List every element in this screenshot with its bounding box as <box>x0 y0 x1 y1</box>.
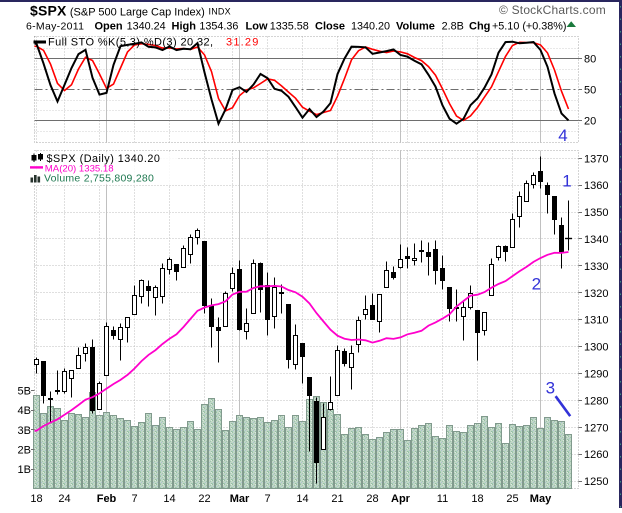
svg-text:7: 7 <box>264 493 270 505</box>
svg-text:4B: 4B <box>18 405 31 417</box>
svg-text:Full STO %K(5,3) %D(3) 20.32,: Full STO %K(5,3) %D(3) 20.32, 31.29 <box>48 37 260 49</box>
svg-text:20: 20 <box>584 116 596 128</box>
svg-text:3B: 3B <box>18 425 31 437</box>
svg-text:1290: 1290 <box>584 369 608 381</box>
svg-text:18: 18 <box>471 493 483 505</box>
svg-text:1320: 1320 <box>584 288 608 300</box>
svg-text:(S&P 500 Large Cap Index): (S&P 500 Large Cap Index) <box>70 6 205 18</box>
svg-text:Feb: Feb <box>97 493 117 505</box>
svg-text:1350: 1350 <box>584 207 608 219</box>
svg-text:11: 11 <box>437 493 448 505</box>
svg-text:14: 14 <box>296 493 308 505</box>
svg-text:1310: 1310 <box>584 315 608 327</box>
svg-text:22: 22 <box>198 493 210 505</box>
svg-text:1260: 1260 <box>584 449 608 461</box>
svg-text:25: 25 <box>506 493 518 505</box>
svg-text:Apr: Apr <box>391 493 411 505</box>
svg-text:50: 50 <box>584 85 596 97</box>
svg-text:1250: 1250 <box>584 476 608 488</box>
svg-text:4: 4 <box>558 126 567 145</box>
svg-text:1270: 1270 <box>584 422 608 434</box>
svg-text:May: May <box>530 493 552 505</box>
svg-text:Volume 2,755,809,280: Volume 2,755,809,280 <box>44 172 154 184</box>
svg-text:$SPX (Daily) 1340.20: $SPX (Daily) 1340.20 <box>47 153 161 165</box>
svg-text:2: 2 <box>532 274 541 293</box>
svg-text:1370: 1370 <box>584 153 608 165</box>
svg-text:MA(20) 1335.18: MA(20) 1335.18 <box>45 163 114 174</box>
svg-text:1300: 1300 <box>584 342 608 354</box>
svg-text:1280: 1280 <box>584 395 608 407</box>
svg-text:28: 28 <box>366 493 378 505</box>
svg-text:INDX: INDX <box>209 7 231 17</box>
svg-text:Mar: Mar <box>230 493 250 505</box>
svg-text:18: 18 <box>30 493 42 505</box>
svg-text:1340: 1340 <box>584 234 608 246</box>
svg-text:1330: 1330 <box>584 261 608 273</box>
svg-text:14: 14 <box>163 493 175 505</box>
svg-text:5B: 5B <box>18 385 31 397</box>
svg-text:3: 3 <box>546 379 555 398</box>
svg-text:1360: 1360 <box>584 180 608 192</box>
svg-text:1B: 1B <box>18 464 31 476</box>
svg-text:1: 1 <box>562 171 571 190</box>
svg-text:$SPX: $SPX <box>30 3 67 19</box>
svg-text:© StockCharts.com: © StockCharts.com <box>499 3 606 17</box>
svg-text:21: 21 <box>331 493 343 505</box>
svg-text:7: 7 <box>131 493 137 505</box>
svg-text:80: 80 <box>584 54 596 66</box>
svg-text:24: 24 <box>58 493 70 505</box>
svg-text:2B: 2B <box>18 444 31 456</box>
